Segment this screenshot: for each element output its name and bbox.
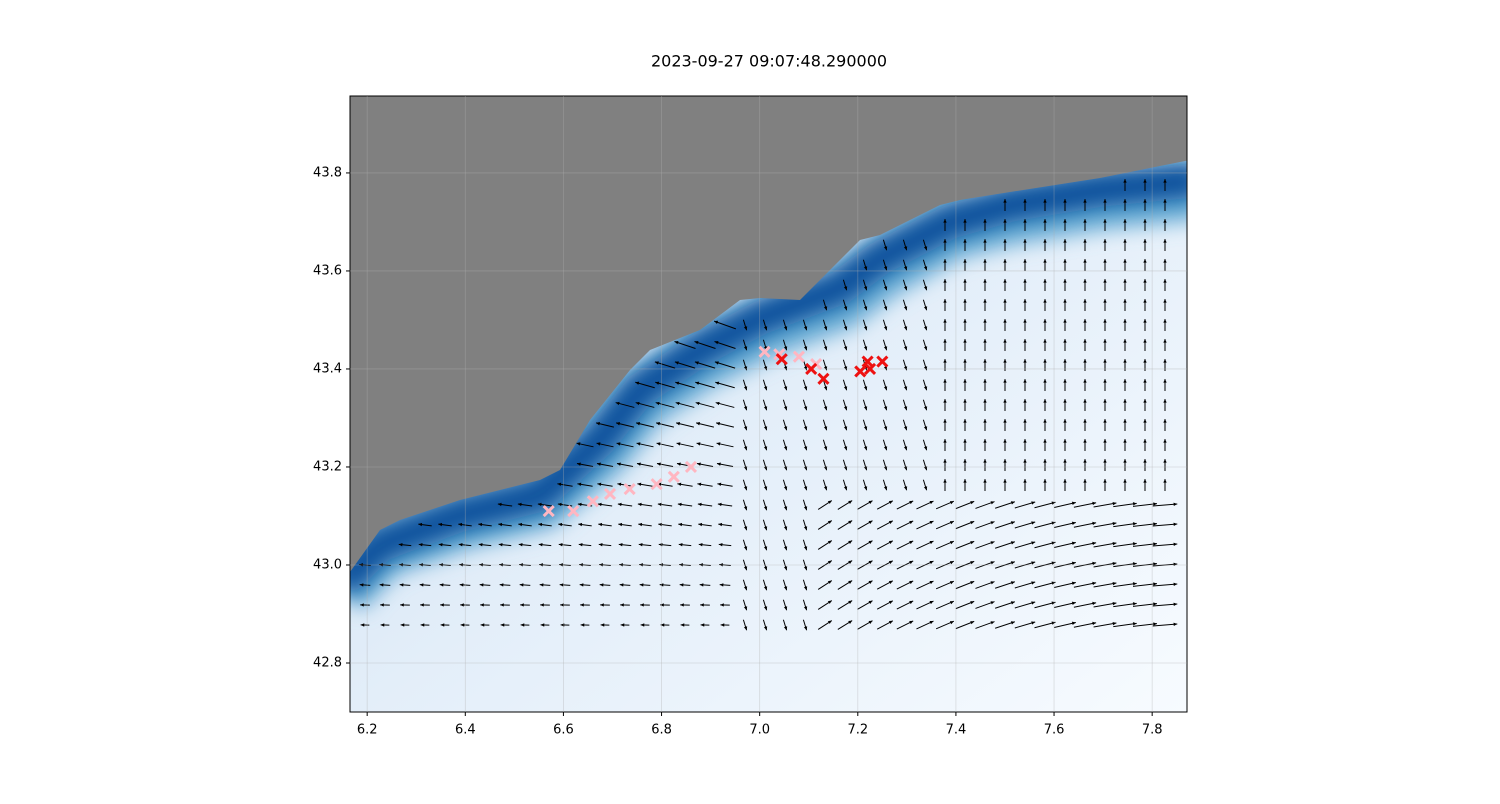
x-tick-label: 6.6	[553, 723, 574, 738]
x-tick-label: 7.0	[749, 723, 770, 738]
y-tick-label: 43.0	[313, 557, 342, 572]
y-tick-label: 43.4	[313, 361, 342, 376]
x-tick-label: 7.2	[847, 723, 868, 738]
y-tick-label: 43.2	[313, 459, 342, 474]
x-tick-label: 7.6	[1044, 723, 1065, 738]
x-tick-label: 6.8	[651, 723, 672, 738]
map	[340, 96, 1200, 712]
x-tick-label: 6.4	[455, 723, 476, 738]
x-tick-label: 7.4	[946, 723, 967, 738]
x-tick-label: 6.2	[357, 723, 378, 738]
chart-title: 2023-09-27 09:07:48.290000	[651, 52, 887, 71]
x-tick-label: 7.8	[1142, 723, 1163, 738]
y-tick-label: 42.8	[313, 655, 342, 670]
y-tick-label: 43.6	[313, 263, 342, 278]
y-tick-label: 43.8	[313, 165, 342, 180]
